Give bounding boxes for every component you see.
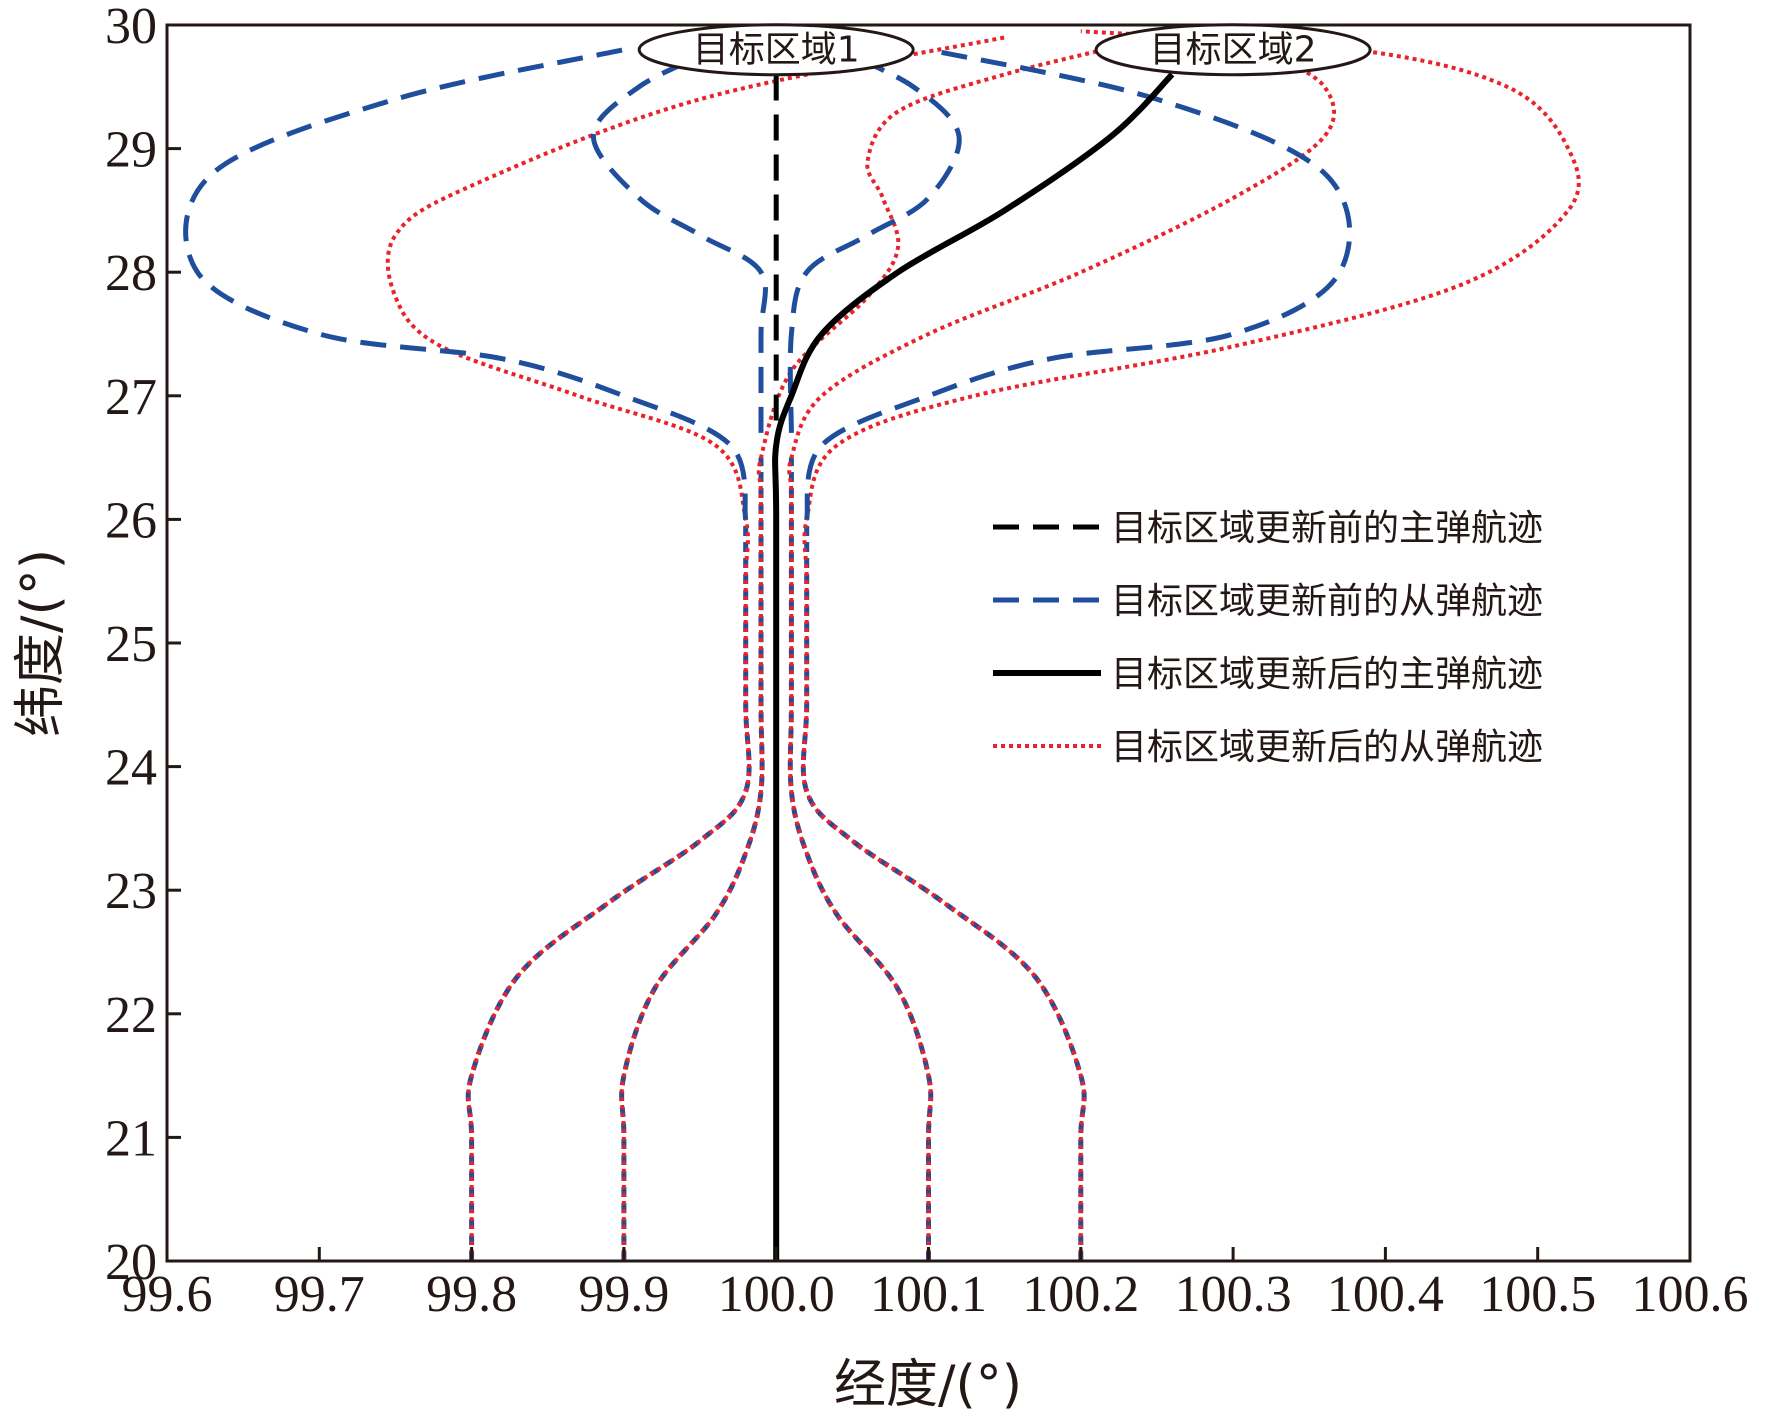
legend: 目标区域更新前的主弹航迹目标区域更新前的从弹航迹目标区域更新后的主弹航迹目标区域… — [993, 508, 1543, 768]
target-area-ellipse-1 — [637, 23, 915, 77]
x-axis-title: 经度/(°) — [834, 1355, 1022, 1415]
y-tick-label: 22 — [105, 987, 157, 1044]
x-tick-label: 99.9 — [578, 1266, 669, 1323]
x-tick-label: 99.8 — [426, 1266, 517, 1323]
x-tick-label: 100.4 — [1327, 1266, 1444, 1323]
y-tick-label: 29 — [105, 122, 157, 179]
x-tick-label: 99.7 — [274, 1266, 365, 1323]
x-tick-label: 100.5 — [1479, 1266, 1596, 1323]
y-tick-label: 25 — [105, 616, 157, 673]
legend-label-2: 目标区域更新后的主弹航迹 — [1111, 654, 1543, 695]
series-line-12 — [787, 457, 934, 1261]
series-line-8 — [787, 47, 1336, 1261]
x-tick-label: 100.3 — [1175, 1266, 1292, 1323]
series-line-1 — [183, 47, 749, 520]
target-area-label-1: 目标区域1 — [693, 30, 860, 71]
x-tick-label: 99.6 — [122, 1266, 213, 1323]
target-area-ellipse-2 — [1094, 23, 1372, 77]
target-annotations: 目标区域1 目标区域2 — [637, 23, 1372, 77]
legend-label-3: 目标区域更新后的从弹航迹 — [1111, 727, 1543, 768]
x-tick-label: 100.0 — [718, 1266, 835, 1323]
series-line-7 — [619, 35, 1158, 1261]
series-line-13 — [800, 519, 1087, 1261]
series-line-11 — [619, 457, 765, 1261]
axis-ticks: 99.6 99.7 99.8 99.9 100.0 100.1 100.2 100.3 100.… — [105, 0, 1749, 1323]
x-tick-label: 100.6 — [1632, 1266, 1749, 1323]
y-tick-label: 23 — [105, 863, 157, 920]
series-line-5 — [772, 72, 1175, 1261]
y-tick-label: 28 — [105, 245, 157, 302]
y-tick-label: 21 — [105, 1110, 157, 1167]
y-tick-label: 20 — [105, 1234, 157, 1291]
series-layer — [183, 29, 1581, 1261]
series-line-2 — [590, 47, 768, 433]
legend-label-0: 目标区域更新前的主弹航迹 — [1111, 508, 1543, 549]
series-line-4 — [804, 47, 1353, 520]
y-tick-label: 24 — [105, 740, 157, 797]
x-tick-label: 100.2 — [1022, 1266, 1139, 1323]
target-area-label-2: 目标区域2 — [1150, 30, 1317, 71]
y-tick-label: 27 — [105, 369, 157, 426]
series-line-9 — [801, 29, 1581, 1261]
series-line-3 — [787, 47, 962, 433]
legend-label-1: 目标区域更新前的从弹航迹 — [1111, 581, 1543, 622]
y-tick-label: 26 — [105, 492, 157, 549]
x-tick-label: 100.1 — [870, 1266, 987, 1323]
y-axis-title: 纬度/(°) — [11, 549, 71, 737]
series-line-6 — [385, 35, 1006, 1261]
y-tick-label: 30 — [105, 0, 157, 55]
series-line-10 — [465, 519, 752, 1261]
